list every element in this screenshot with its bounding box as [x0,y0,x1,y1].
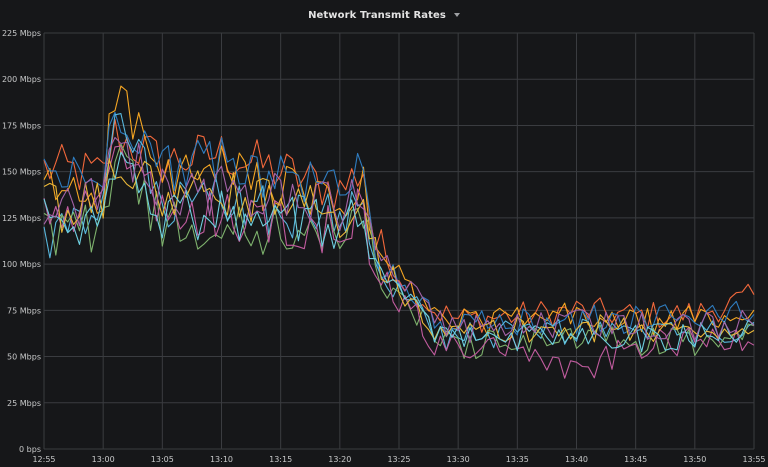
x-tick-label: 13:30 [447,455,470,464]
y-tick-label: 150 Mbps [2,168,41,177]
series-line[interactable] [43,151,755,353]
x-tick-label: 13:10 [210,455,233,464]
x-tick-label: 13:35 [506,455,529,464]
x-tick-label: 12:55 [32,455,55,464]
y-tick-label: 0 bps [19,445,41,454]
grid [43,32,755,450]
x-tick-label: 13:55 [742,455,765,464]
y-tick-label: 200 Mbps [2,75,41,84]
y-tick-label: 25 Mbps [7,399,41,408]
series-line[interactable] [43,136,755,344]
series-group[interactable] [43,85,755,379]
y-tick-label: 225 Mbps [2,29,41,38]
x-tick-label: 13:50 [683,455,706,464]
series-line[interactable] [43,145,755,379]
panel-header[interactable]: Network Transmit Rates [0,6,768,24]
x-tick-label: 13:00 [92,455,115,464]
series-line[interactable] [43,111,755,338]
x-tick-label: 13:20 [328,455,351,464]
x-tick-label: 13:15 [269,455,292,464]
series-line[interactable] [43,158,755,343]
y-tick-label: 50 Mbps [7,353,41,362]
y-axis: 225 Mbps 200 Mbps 175 Mbps 150 Mbps 125 Mbps… [2,29,41,454]
x-tick-label: 13:45 [624,455,647,464]
y-tick-label: 175 Mbps [2,121,41,130]
y-tick-label: 75 Mbps [7,306,41,315]
x-tick-label: 13:05 [151,455,174,464]
chevron-down-icon[interactable] [453,13,460,17]
series-line[interactable] [43,85,755,337]
x-axis: 12:55 13:00 13:05 13:10 13:15 13:20 13:25 13:30… [32,455,765,464]
x-tick-label: 13:25 [387,455,410,464]
y-tick-label: 125 Mbps [2,214,41,223]
y-tick-label: 100 Mbps [2,260,41,269]
panel-title[interactable]: Network Transmit Rates [308,9,446,21]
x-tick-label: 13:40 [565,455,588,464]
